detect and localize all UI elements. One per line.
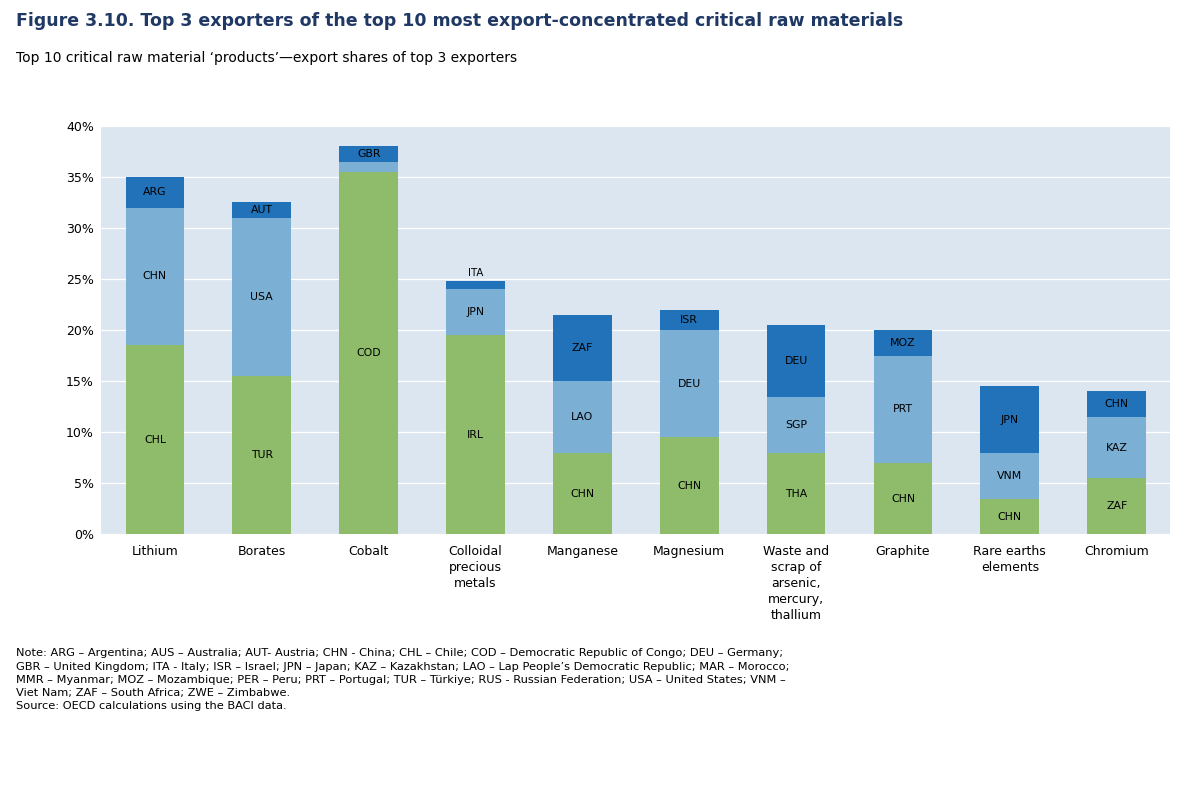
Bar xyxy=(980,386,1039,453)
Text: Note: ARG – Argentina; AUS – Australia; AUT- Austria; CHN - China; CHL – Chile; : Note: ARG – Argentina; AUS – Australia; … xyxy=(16,648,789,711)
Bar xyxy=(339,146,398,161)
Bar xyxy=(874,330,933,355)
Text: TUR: TUR xyxy=(251,450,273,461)
Text: KAZ: KAZ xyxy=(1106,443,1127,453)
Text: ISR: ISR xyxy=(681,315,698,325)
Bar xyxy=(874,355,933,463)
Text: JPN: JPN xyxy=(467,307,485,318)
Bar xyxy=(233,376,291,534)
Bar xyxy=(339,161,398,171)
Bar xyxy=(660,330,719,437)
Text: ZAF: ZAF xyxy=(572,343,593,353)
Text: PRT: PRT xyxy=(893,404,913,414)
Bar xyxy=(125,177,184,208)
Bar xyxy=(1088,478,1146,534)
Bar xyxy=(980,498,1039,534)
Bar xyxy=(447,289,505,335)
Text: VNM: VNM xyxy=(997,471,1022,481)
Text: JPN: JPN xyxy=(1001,414,1018,424)
Text: CHN: CHN xyxy=(998,512,1022,522)
Bar xyxy=(339,171,398,534)
Bar xyxy=(233,202,291,218)
Text: IRL: IRL xyxy=(467,430,484,440)
Text: CHL: CHL xyxy=(144,435,166,445)
Bar xyxy=(233,218,291,376)
Text: ITA: ITA xyxy=(468,268,484,278)
Text: CHN: CHN xyxy=(677,481,701,491)
Bar xyxy=(660,437,719,534)
Text: USA: USA xyxy=(251,292,273,302)
Text: ZAF: ZAF xyxy=(1106,501,1127,512)
Text: Top 10 critical raw material ‘products’—export shares of top 3 exporters: Top 10 critical raw material ‘products’—… xyxy=(16,51,517,65)
Text: THA: THA xyxy=(784,489,807,498)
Bar xyxy=(125,345,184,534)
Text: COD: COD xyxy=(356,348,381,358)
Bar xyxy=(767,453,825,534)
Text: AUT: AUT xyxy=(251,205,272,215)
Bar xyxy=(553,314,611,381)
Text: DEU: DEU xyxy=(784,356,807,365)
Bar xyxy=(447,335,505,534)
Text: CHN: CHN xyxy=(571,489,595,498)
Text: GBR: GBR xyxy=(357,149,381,159)
Text: ARG: ARG xyxy=(143,187,167,197)
Text: MOZ: MOZ xyxy=(891,338,916,348)
Text: DEU: DEU xyxy=(678,379,701,389)
Bar xyxy=(660,310,719,330)
Text: LAO: LAO xyxy=(571,412,593,422)
Bar xyxy=(874,463,933,534)
Bar xyxy=(1088,391,1146,417)
Bar xyxy=(553,453,611,534)
Text: Figure 3.10. Top 3 exporters of the top 10 most export-concentrated critical raw: Figure 3.10. Top 3 exporters of the top … xyxy=(16,12,903,30)
Text: SGP: SGP xyxy=(786,420,807,430)
Text: CHN: CHN xyxy=(891,494,915,504)
Bar xyxy=(980,453,1039,498)
Bar xyxy=(553,381,611,453)
Bar xyxy=(1088,417,1146,478)
Text: CHN: CHN xyxy=(143,271,167,281)
Bar xyxy=(767,396,825,453)
Bar xyxy=(447,281,505,289)
Text: CHN: CHN xyxy=(1104,399,1128,410)
Bar xyxy=(125,208,184,345)
Bar xyxy=(767,325,825,396)
